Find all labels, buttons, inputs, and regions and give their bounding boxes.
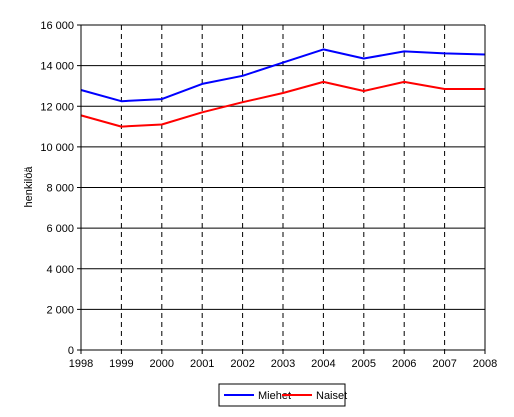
x-tick-label: 1999 [109,358,133,370]
x-tick-label: 2008 [473,358,497,370]
y-tick-label: 14 000 [40,61,74,73]
legend-label-miehet: Miehet [258,390,291,402]
x-tick-label: 2007 [432,358,456,370]
x-tick-label: 2000 [150,358,174,370]
x-tick-label: 2003 [271,358,295,370]
y-axis-ticks: 0 2 000 4 000 6 000 8 000 10 000 12 000 14 000 1… [40,20,81,357]
legend-label-naiset: Naiset [316,390,347,402]
y-tick-label: 0 [68,345,74,357]
series-line-miehet [80,48,486,103]
y-tick-label: 10 000 [40,142,74,154]
legend: Miehet Naiset [218,383,347,407]
y-axis-title: henkilöä [23,166,35,208]
x-tick-label: 2004 [311,358,335,370]
x-axis-ticks: 1998 1999 2000 2001 2002 2003 2004 2005 2006 2007… [69,350,497,370]
x-tick-label: 2001 [190,358,214,370]
y-tick-label: 16 000 [40,20,74,32]
x-tick-label: 2006 [392,358,416,370]
y-tick-label: 4 000 [46,264,74,276]
y-tick-label: 12 000 [40,101,74,113]
x-tick-label: 2005 [352,358,376,370]
x-tick-label: 2002 [230,358,254,370]
series-line-naiset [80,80,485,128]
vertical-gridlines [120,25,446,350]
x-tick-label: 1998 [69,358,93,370]
series-layer [80,48,486,128]
y-tick-label: 8 000 [46,183,74,195]
y-tick-label: 2 000 [46,304,74,316]
y-tick-label: 6 000 [46,223,74,235]
